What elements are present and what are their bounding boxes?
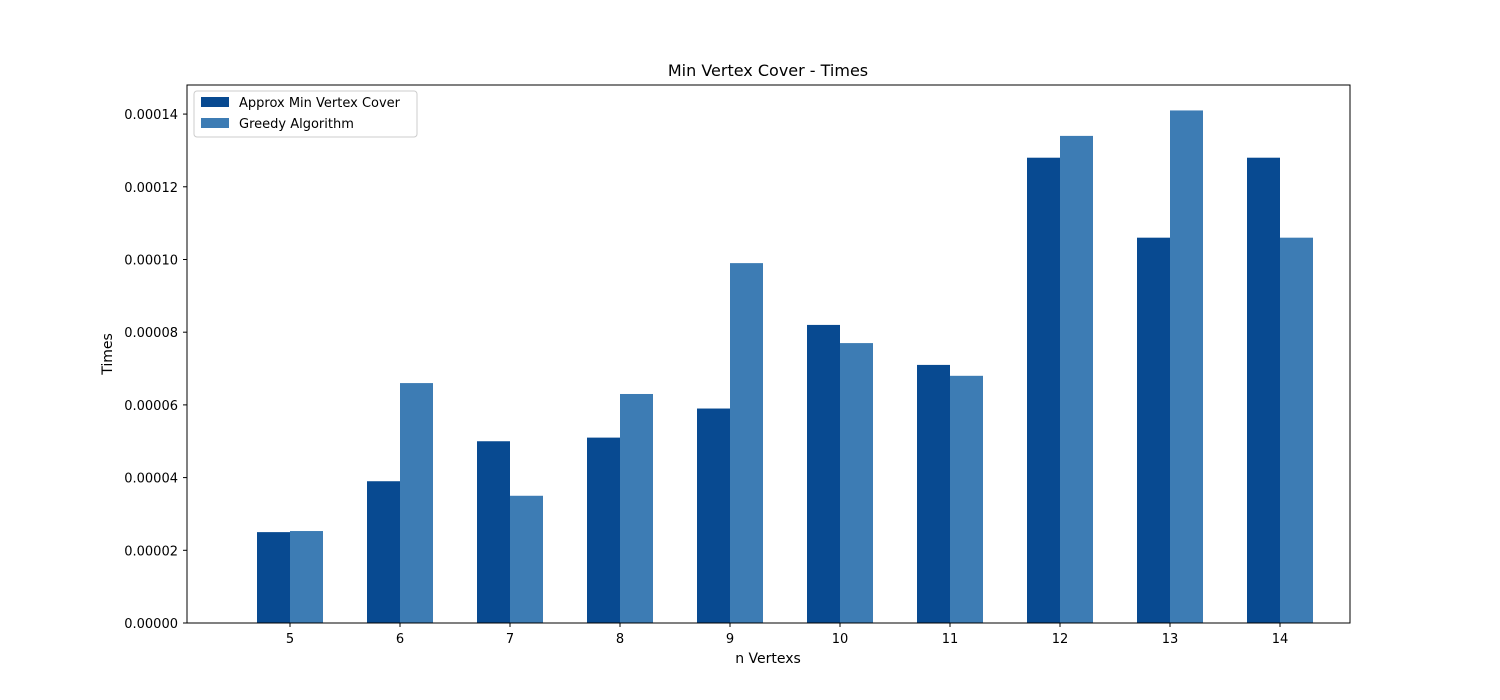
bar-greedy-6 (400, 383, 433, 623)
legend-swatch-greedy (201, 118, 229, 128)
bar-approx-13 (1137, 237, 1170, 624)
bar-approx-5 (257, 532, 290, 623)
bar-greedy-10 (840, 343, 873, 623)
bar-approx-12 (1027, 157, 1060, 623)
bar-greedy-7 (510, 495, 543, 623)
bar-approx-8 (587, 437, 620, 623)
y-tick-label: 0.00004 (124, 472, 178, 487)
x-tick-label: 14 (1272, 632, 1289, 647)
bar-greedy-13 (1170, 110, 1203, 624)
y-tick-label: 0.00002 (124, 544, 178, 559)
x-tick-label: 7 (506, 632, 514, 647)
bar-greedy-9 (730, 263, 763, 623)
y-tick-label: 0.00012 (124, 181, 178, 196)
bar-greedy-14 (1280, 237, 1313, 624)
y-tick-label: 0.00014 (124, 108, 178, 123)
legend-swatch-approx (201, 97, 229, 107)
y-axis-label: Times (100, 333, 116, 376)
y-tick-label: 0.00008 (124, 326, 178, 341)
y-tick-label: 0.00000 (124, 617, 178, 632)
bar-greedy-11 (950, 375, 983, 623)
y-tick-label: 0.00006 (124, 399, 178, 414)
bar-approx-6 (367, 481, 400, 623)
y-axis-ticks: 0.00000 0.00002 0.00004 0.00006 0.00008 0.000… (124, 108, 187, 632)
x-tick-label: 9 (726, 632, 734, 647)
x-axis-label: n Vertexs (735, 651, 801, 667)
bar-approx-7 (477, 441, 510, 623)
plot-frame (186, 84, 1351, 624)
legend: Approx Min Vertex Cover Greedy Algorithm (193, 90, 418, 138)
x-tick-label: 10 (832, 632, 849, 647)
bar-approx-14 (1247, 157, 1280, 623)
bar-approx-9 (697, 408, 730, 623)
x-tick-label: 13 (1162, 632, 1179, 647)
x-tick-label: 6 (396, 632, 404, 647)
bar-approx-11 (917, 364, 950, 623)
chart-title: Min Vertex Cover - Times (668, 61, 868, 80)
bars-group (257, 110, 1313, 624)
bar-greedy-5 (290, 531, 323, 623)
x-axis-ticks: 5 6 7 8 9 10 11 12 13 14 (286, 623, 1288, 647)
x-tick-label: 11 (942, 632, 959, 647)
bar-greedy-12 (1060, 135, 1093, 623)
x-tick-label: 12 (1052, 632, 1069, 647)
legend-frame (193, 90, 418, 138)
y-tick-label: 0.00010 (124, 253, 178, 268)
legend-label-approx: Approx Min Vertex Cover (239, 96, 401, 111)
bar-approx-10 (807, 324, 840, 623)
x-tick-label: 8 (616, 632, 624, 647)
bar-greedy-8 (620, 393, 653, 623)
x-tick-label: 5 (286, 632, 294, 647)
legend-label-greedy: Greedy Algorithm (239, 117, 354, 132)
